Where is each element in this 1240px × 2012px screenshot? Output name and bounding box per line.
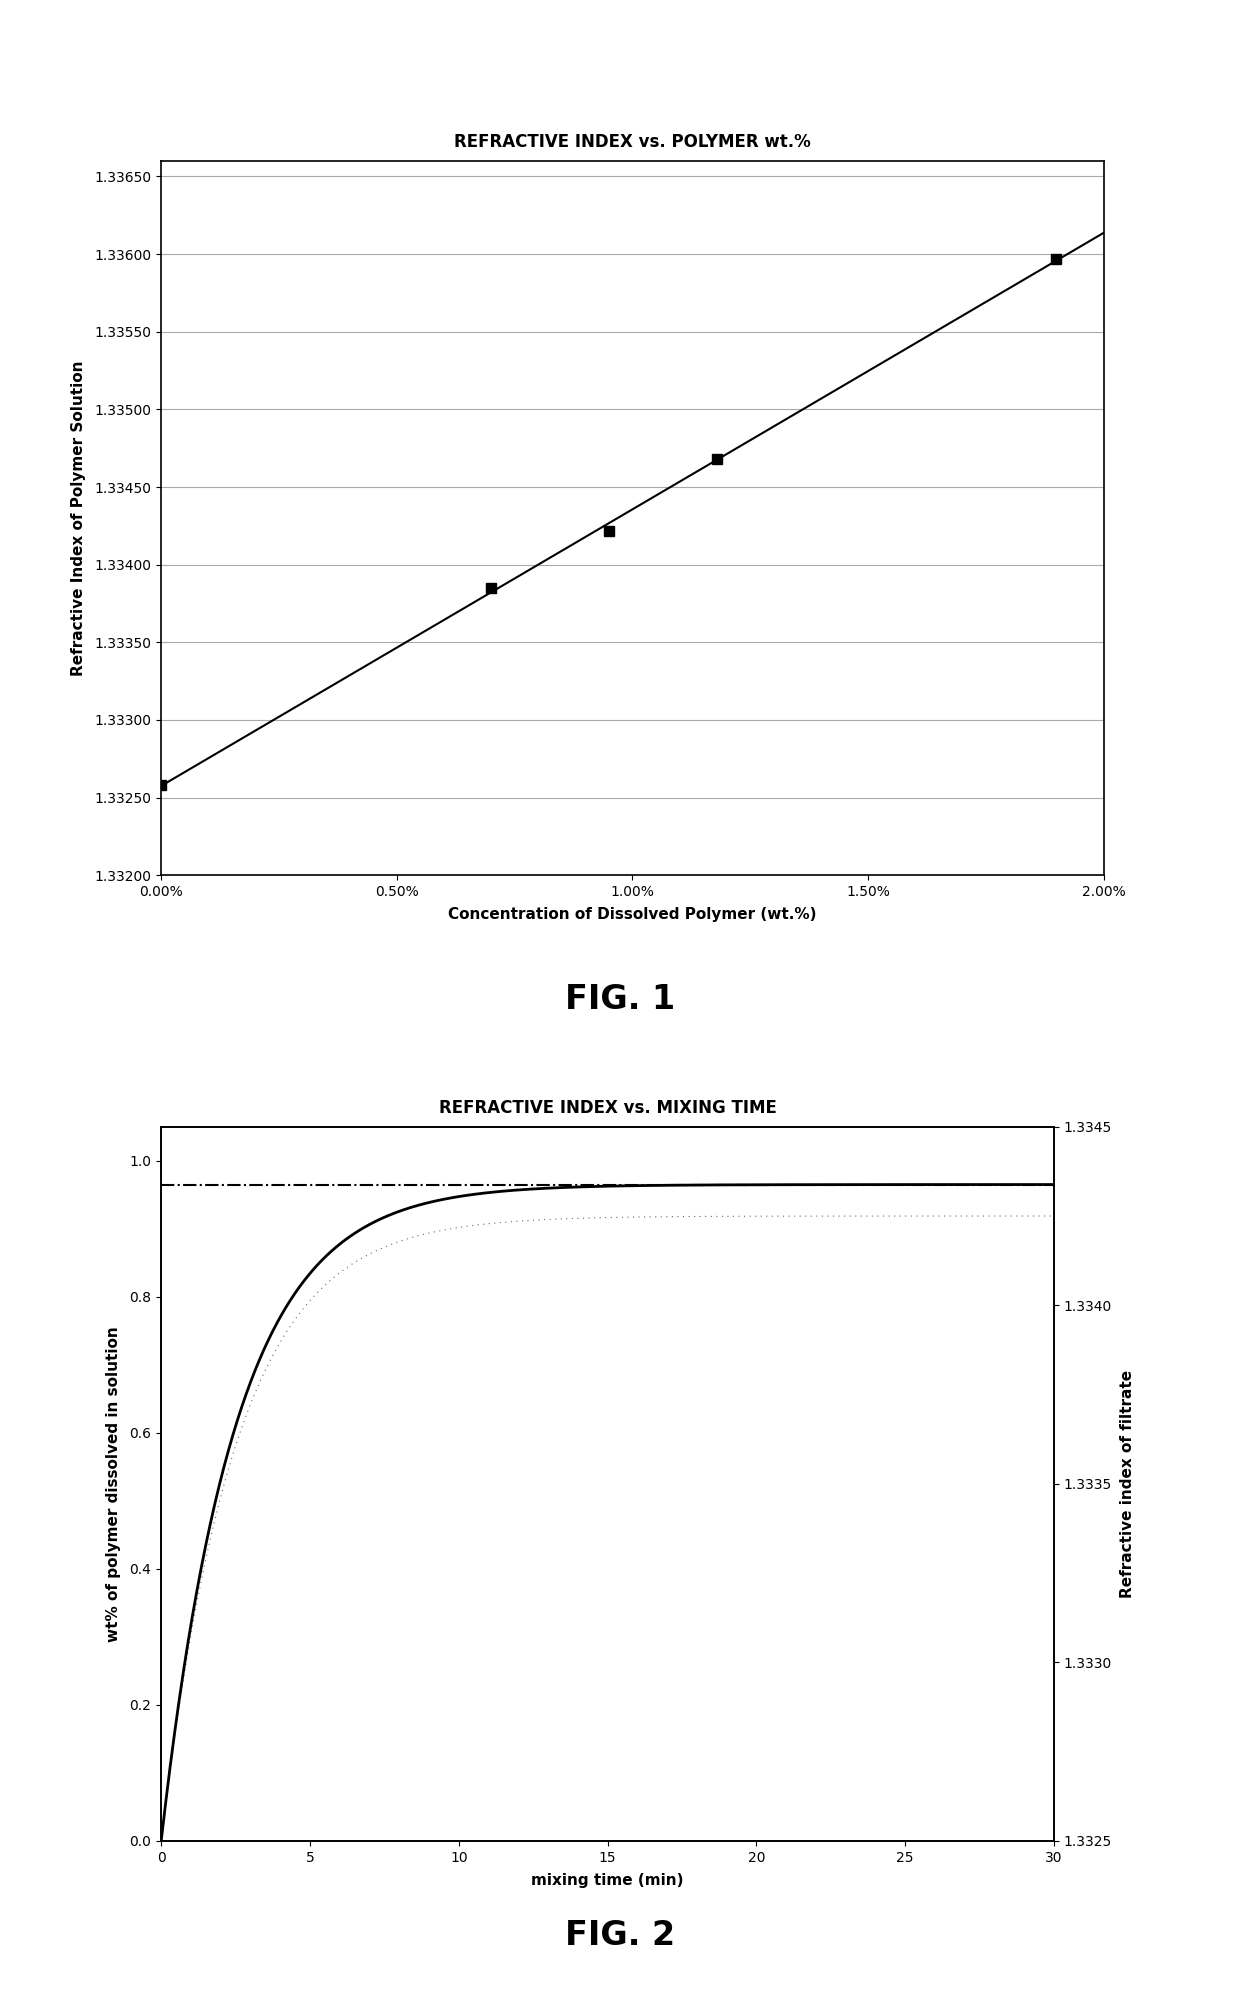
- Y-axis label: Refractive index of filtrate: Refractive index of filtrate: [1120, 1370, 1136, 1598]
- Y-axis label: Refractive Index of Polymer Solution: Refractive Index of Polymer Solution: [71, 360, 86, 676]
- Text: FIG. 1: FIG. 1: [565, 984, 675, 1016]
- Title: REFRACTIVE INDEX vs. POLYMER wt.%: REFRACTIVE INDEX vs. POLYMER wt.%: [454, 133, 811, 151]
- X-axis label: Concentration of Dissolved Polymer (wt.%): Concentration of Dissolved Polymer (wt.%…: [448, 907, 817, 921]
- Y-axis label: wt% of polymer dissolved in solution: wt% of polymer dissolved in solution: [107, 1326, 122, 1642]
- Title: REFRACTIVE INDEX vs. MIXING TIME: REFRACTIVE INDEX vs. MIXING TIME: [439, 1099, 776, 1117]
- Text: FIG. 2: FIG. 2: [565, 1919, 675, 1952]
- X-axis label: mixing time (min): mixing time (min): [532, 1873, 683, 1887]
